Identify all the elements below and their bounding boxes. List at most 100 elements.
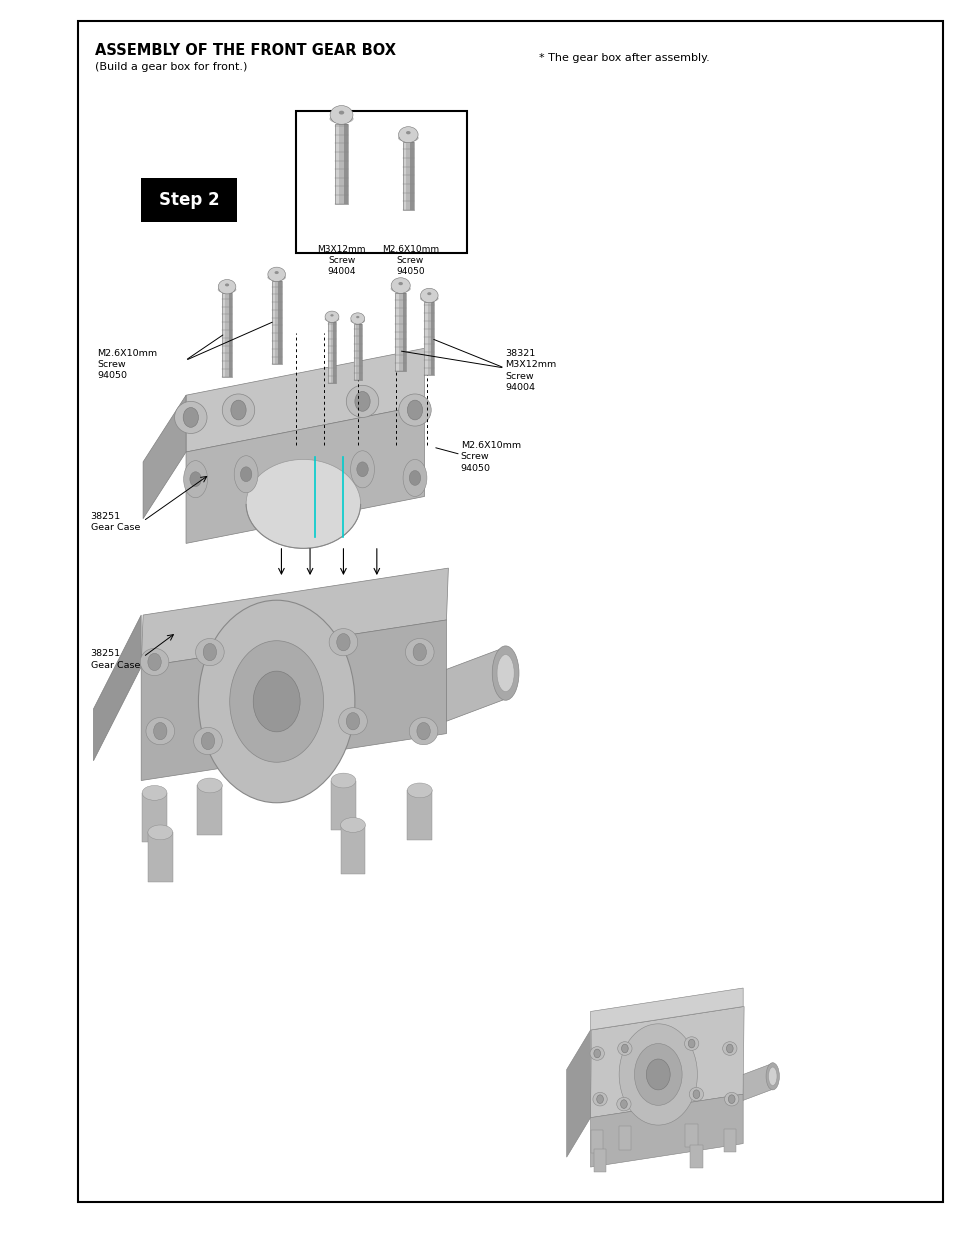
Text: M2.6X10mm
Screw
94050: M2.6X10mm Screw 94050 xyxy=(381,245,438,275)
Ellipse shape xyxy=(142,785,167,800)
Polygon shape xyxy=(742,1063,772,1100)
Bar xyxy=(278,282,281,364)
Circle shape xyxy=(596,1094,602,1104)
Ellipse shape xyxy=(330,106,353,125)
Ellipse shape xyxy=(329,114,354,124)
Bar xyxy=(398,293,402,370)
Ellipse shape xyxy=(338,111,344,115)
Polygon shape xyxy=(141,568,448,667)
Ellipse shape xyxy=(398,282,402,285)
Ellipse shape xyxy=(233,456,257,493)
Circle shape xyxy=(620,1045,627,1052)
Ellipse shape xyxy=(724,1092,738,1107)
Bar xyxy=(343,124,348,204)
Bar xyxy=(618,1126,631,1150)
Bar xyxy=(354,324,361,380)
Text: M3X12mm
Screw
94004: M3X12mm Screw 94004 xyxy=(317,245,365,275)
Ellipse shape xyxy=(765,1062,779,1091)
Text: 38251
Gear Case: 38251 Gear Case xyxy=(91,513,140,532)
Bar xyxy=(354,324,356,380)
Circle shape xyxy=(198,600,355,803)
Polygon shape xyxy=(590,1094,742,1167)
Ellipse shape xyxy=(406,131,410,135)
Circle shape xyxy=(203,643,216,661)
Bar xyxy=(333,322,335,383)
Polygon shape xyxy=(143,395,186,519)
Circle shape xyxy=(148,653,161,671)
Ellipse shape xyxy=(398,394,431,426)
Bar xyxy=(402,142,414,210)
Bar xyxy=(222,294,232,377)
Bar xyxy=(335,124,348,204)
Bar xyxy=(335,124,339,204)
Circle shape xyxy=(153,722,167,740)
Ellipse shape xyxy=(268,267,285,282)
Ellipse shape xyxy=(195,638,224,666)
Circle shape xyxy=(355,391,370,411)
Ellipse shape xyxy=(390,285,411,293)
Ellipse shape xyxy=(721,1042,736,1055)
Circle shape xyxy=(687,1040,694,1047)
Bar xyxy=(222,294,225,377)
Circle shape xyxy=(201,732,214,750)
Ellipse shape xyxy=(592,1092,607,1107)
Bar xyxy=(427,303,431,375)
Polygon shape xyxy=(93,615,141,761)
Ellipse shape xyxy=(274,270,278,274)
Ellipse shape xyxy=(409,718,437,745)
Circle shape xyxy=(409,471,420,485)
Bar xyxy=(339,124,343,204)
Ellipse shape xyxy=(427,293,431,295)
Circle shape xyxy=(725,1045,732,1052)
Polygon shape xyxy=(590,988,742,1030)
Circle shape xyxy=(727,1094,734,1104)
Ellipse shape xyxy=(497,655,514,692)
Bar xyxy=(328,322,331,383)
Ellipse shape xyxy=(330,314,334,316)
Text: 38251
Gear Case: 38251 Gear Case xyxy=(91,650,140,669)
Circle shape xyxy=(618,1024,697,1125)
Ellipse shape xyxy=(618,1042,631,1055)
Ellipse shape xyxy=(355,316,359,319)
Ellipse shape xyxy=(616,1097,631,1112)
Bar xyxy=(197,785,222,835)
Circle shape xyxy=(593,1049,600,1057)
Ellipse shape xyxy=(197,778,222,793)
Bar xyxy=(402,293,406,370)
Bar xyxy=(431,303,434,375)
Circle shape xyxy=(416,722,430,740)
Ellipse shape xyxy=(174,401,207,433)
Bar xyxy=(590,1130,602,1153)
Ellipse shape xyxy=(683,1037,698,1050)
Text: * The gear box after assembly.: * The gear box after assembly. xyxy=(538,53,709,63)
Ellipse shape xyxy=(351,312,364,324)
Ellipse shape xyxy=(324,316,339,322)
Text: M2.6X10mm
Screw
94050: M2.6X10mm Screw 94050 xyxy=(97,348,157,380)
Ellipse shape xyxy=(225,283,229,287)
Bar xyxy=(272,282,281,364)
Circle shape xyxy=(356,462,368,477)
Circle shape xyxy=(646,1058,669,1089)
Bar xyxy=(356,324,358,380)
Bar xyxy=(424,303,434,375)
Circle shape xyxy=(190,472,201,487)
Circle shape xyxy=(336,634,350,651)
Ellipse shape xyxy=(589,1047,604,1060)
Bar xyxy=(402,142,406,210)
Circle shape xyxy=(253,671,300,732)
Polygon shape xyxy=(141,620,446,781)
Circle shape xyxy=(231,400,246,420)
Ellipse shape xyxy=(218,279,235,294)
Circle shape xyxy=(619,1099,626,1109)
Ellipse shape xyxy=(346,385,378,417)
Bar xyxy=(395,293,398,370)
Bar xyxy=(148,832,172,882)
Text: M2.6X10mm
Screw
94050: M2.6X10mm Screw 94050 xyxy=(460,441,520,473)
Text: (Build a gear box for front.): (Build a gear box for front.) xyxy=(95,62,248,72)
Circle shape xyxy=(413,643,426,661)
Polygon shape xyxy=(446,647,505,721)
Ellipse shape xyxy=(419,295,438,303)
Bar xyxy=(358,324,361,380)
Ellipse shape xyxy=(402,459,427,496)
Ellipse shape xyxy=(146,718,174,745)
